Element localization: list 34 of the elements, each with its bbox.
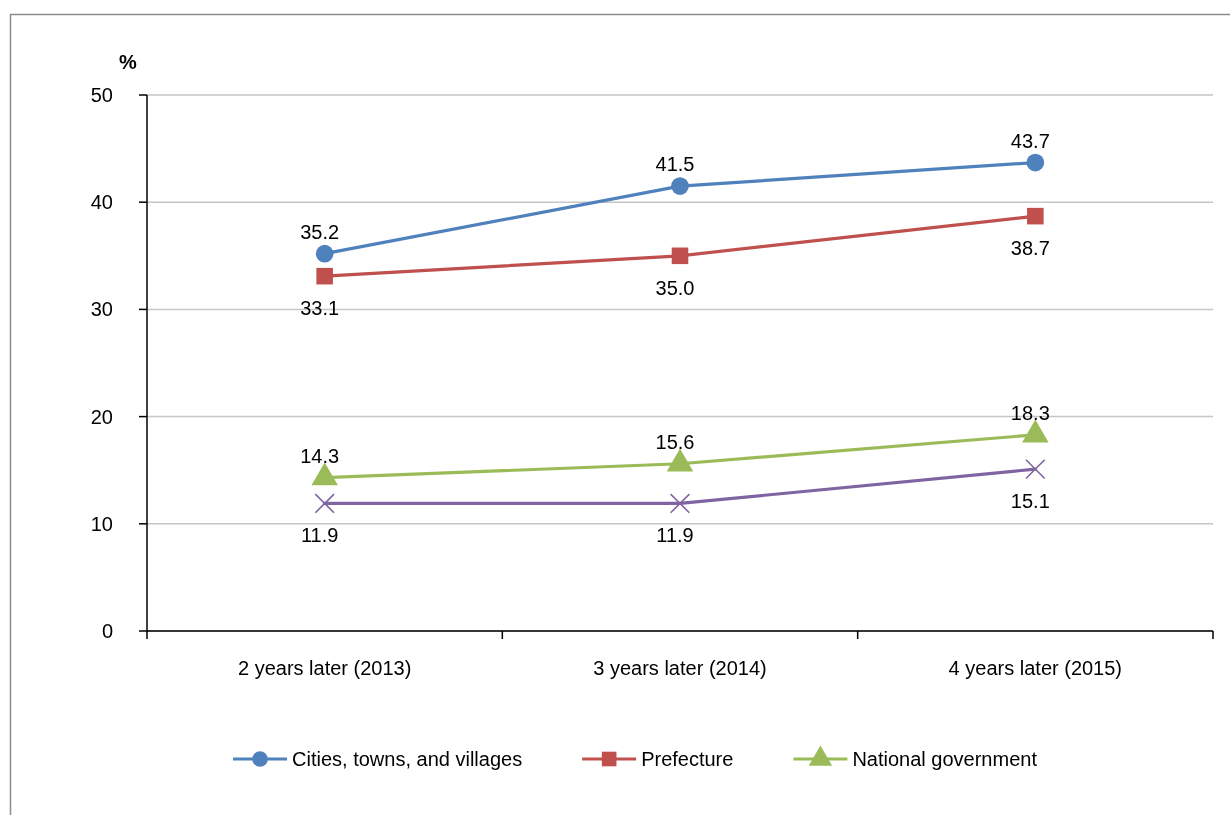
data-label: 18.3 [1010,401,1050,424]
point [1026,153,1045,172]
legend-label: Cities, towns, and villages [292,748,523,770]
point [315,244,334,263]
data-label: 15.1 [1010,490,1050,513]
point [314,493,335,514]
point [669,493,691,514]
data-label: 35.0 [655,276,695,299]
y-tick-label: 50 [90,84,113,106]
point [316,267,333,285]
legend-label: Prefecture [641,748,734,770]
y-tick-label: 0 [101,620,113,642]
legend-label: National government [852,748,1038,770]
point [1025,458,1046,480]
x-tick-label: 3 years later (2014) [593,657,767,679]
data-label: 14.3 [300,444,340,467]
data-label: 41.5 [655,153,695,176]
point [1027,207,1044,225]
data-label: 38.7 [1010,237,1050,260]
x-tick-label: 4 years later (2015) [948,657,1123,679]
y-tick-label: 20 [90,405,113,428]
data-label: 11.9 [300,524,339,547]
point [671,247,689,265]
y-axis-title: % [119,51,138,73]
data-label: 11.9 [656,524,694,547]
x-tick-label: 2 years later (2013) [237,657,412,679]
y-tick-label: 10 [90,512,113,535]
data-label: 33.1 [300,297,340,320]
point [671,177,689,195]
data-label: 15.6 [655,430,695,453]
data-label: 35.2 [300,220,340,243]
y-tick-label: 30 [90,298,113,321]
data-label: 43.7 [1010,129,1050,152]
y-tick-label: 40 [90,191,113,214]
